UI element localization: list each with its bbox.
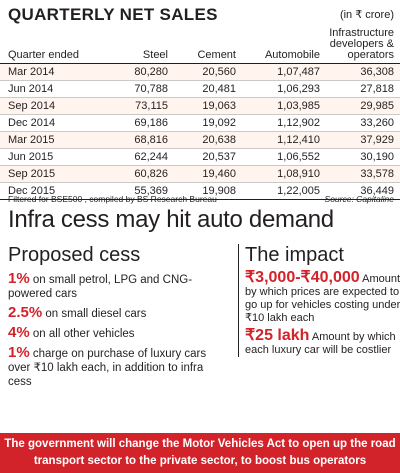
cess-rate: 1% bbox=[8, 270, 30, 287]
table-header-bar: QUARTERLY NET SALES (in ₹ crore) bbox=[0, 0, 400, 26]
value-cell: 33,578 bbox=[326, 165, 400, 183]
sales-table: Quarter ended Steel Cement Automobile In… bbox=[0, 28, 400, 200]
cess-item: 4% on all other vehicles bbox=[8, 324, 228, 341]
quarter-cell: Mar 2014 bbox=[0, 63, 106, 81]
value-cell: 37,929 bbox=[326, 131, 400, 149]
value-cell: 60,826 bbox=[106, 165, 174, 183]
value-cell: 1,03,985 bbox=[242, 97, 326, 115]
col-header-quarter: Quarter ended bbox=[0, 28, 106, 64]
value-cell: 1,06,552 bbox=[242, 148, 326, 166]
cess-rate: 4% bbox=[8, 324, 30, 341]
table-row: Dec 2014 69,186 19,092 1,12,902 33,260 bbox=[0, 114, 400, 132]
table-title: QUARTERLY NET SALES bbox=[8, 5, 218, 24]
impact-list: ₹3,000-₹40,000 Amount by which prices ar… bbox=[245, 269, 400, 357]
value-cell: 70,788 bbox=[106, 80, 174, 98]
quarter-cell: Mar 2015 bbox=[0, 131, 106, 149]
value-cell: 36,449 bbox=[326, 182, 400, 200]
quarter-cell: Jun 2014 bbox=[0, 80, 106, 98]
value-cell: 20,537 bbox=[174, 148, 242, 166]
value-cell: 80,280 bbox=[106, 63, 174, 81]
value-cell: 1,12,410 bbox=[242, 131, 326, 149]
value-cell: 19,908 bbox=[174, 182, 242, 200]
table-row: Jun 2014 70,788 20,481 1,06,293 27,818 bbox=[0, 80, 400, 98]
table-row: Mar 2014 80,280 20,560 1,07,487 36,308 bbox=[0, 63, 400, 81]
quarter-cell: Sep 2014 bbox=[0, 97, 106, 115]
proposed-cess-column: Proposed cess 1% on small petrol, LPG an… bbox=[8, 244, 228, 389]
value-cell: 20,481 bbox=[174, 80, 242, 98]
value-cell: 27,818 bbox=[326, 80, 400, 98]
cess-item: 2.5% on small diesel cars bbox=[8, 304, 228, 321]
table-row: Jun 2015 62,244 20,537 1,06,552 30,190 bbox=[0, 148, 400, 166]
value-cell: 30,190 bbox=[326, 148, 400, 166]
col-header-infrastructure: Infrastructure developers & operators bbox=[326, 28, 400, 64]
impact-item: ₹3,000-₹40,000 Amount by which prices ar… bbox=[245, 269, 400, 325]
impact-description: Amount by which prices are expected to g… bbox=[245, 273, 400, 324]
unit-label: (in ₹ crore) bbox=[339, 9, 394, 21]
value-cell: 68,816 bbox=[106, 131, 174, 149]
impact-description: Amount by which each luxury car will be … bbox=[245, 331, 396, 356]
proposed-cess-heading: Proposed cess bbox=[8, 244, 141, 266]
quarter-cell: Jun 2015 bbox=[0, 148, 106, 166]
value-cell: 73,115 bbox=[106, 97, 174, 115]
value-cell: 1,22,005 bbox=[242, 182, 326, 200]
quarter-cell: Dec 2015 bbox=[0, 182, 106, 200]
quarter-cell: Dec 2014 bbox=[0, 114, 106, 132]
table-row: Mar 2015 68,816 20,638 1,12,410 37,929 bbox=[0, 131, 400, 149]
bottom-banner: The government will change the Motor Veh… bbox=[0, 433, 400, 473]
story-headline: Infra cess may hit auto demand bbox=[8, 206, 334, 233]
cess-description: on small diesel cars bbox=[42, 308, 147, 320]
value-cell: 1,08,910 bbox=[242, 165, 326, 183]
impact-heading: The impact bbox=[245, 244, 344, 266]
col-header-cement: Cement bbox=[174, 28, 242, 64]
value-cell: 69,186 bbox=[106, 114, 174, 132]
value-cell: 20,638 bbox=[174, 131, 242, 149]
table-row: Sep 2015 60,826 19,460 1,08,910 33,578 bbox=[0, 165, 400, 183]
table-footnote: Filtered for BSE500 , compiled by BS Res… bbox=[0, 194, 400, 206]
impact-amount: ₹3,000-₹40,000 bbox=[245, 269, 360, 286]
footnote-compiled: Filtered for BSE500 , compiled by BS Res… bbox=[8, 194, 217, 204]
impact-amount: ₹25 lakh bbox=[245, 327, 310, 344]
value-cell: 19,063 bbox=[174, 97, 242, 115]
cess-item: 1% charge on purchase of luxury cars ove… bbox=[8, 344, 228, 389]
value-cell: 55,369 bbox=[106, 182, 174, 200]
quarter-cell: Sep 2015 bbox=[0, 165, 106, 183]
cess-rate: 1% bbox=[8, 344, 30, 361]
cess-description: charge on purchase of luxury cars over ₹… bbox=[8, 348, 207, 388]
value-cell: 1,12,902 bbox=[242, 114, 326, 132]
table-row: Dec 2015 55,369 19,908 1,22,005 36,449 bbox=[0, 182, 400, 200]
impact-column: The impact ₹3,000-₹40,000 Amount by whic… bbox=[238, 244, 400, 357]
value-cell: 1,06,293 bbox=[242, 80, 326, 98]
cess-rate: 2.5% bbox=[8, 304, 43, 321]
value-cell: 1,07,487 bbox=[242, 63, 326, 81]
cess-description: on small petrol, LPG and CNG-powered car… bbox=[8, 274, 193, 300]
cess-description: on all other vehicles bbox=[29, 328, 135, 340]
value-cell: 62,244 bbox=[106, 148, 174, 166]
col-header-automobile: Automobile bbox=[242, 28, 326, 64]
proposed-cess-list: 1% on small petrol, LPG and CNG-powered … bbox=[8, 270, 228, 389]
impact-item: ₹25 lakh Amount by which each luxury car… bbox=[245, 327, 400, 357]
footnote-source: Source: Capitaline bbox=[324, 194, 394, 204]
value-cell: 19,092 bbox=[174, 114, 242, 132]
table-header-row: Quarter ended Steel Cement Automobile In… bbox=[0, 28, 400, 64]
col-header-steel: Steel bbox=[106, 28, 174, 64]
table-body: Mar 2014 80,280 20,560 1,07,487 36,308 Jun 20… bbox=[0, 63, 400, 200]
value-cell: 33,260 bbox=[326, 114, 400, 132]
value-cell: 20,560 bbox=[174, 63, 242, 81]
cess-item: 1% on small petrol, LPG and CNG-powered … bbox=[8, 270, 228, 301]
value-cell: 29,985 bbox=[326, 97, 400, 115]
value-cell: 36,308 bbox=[326, 63, 400, 81]
value-cell: 19,460 bbox=[174, 165, 242, 183]
table-row: Sep 2014 73,115 19,063 1,03,985 29,985 bbox=[0, 97, 400, 115]
